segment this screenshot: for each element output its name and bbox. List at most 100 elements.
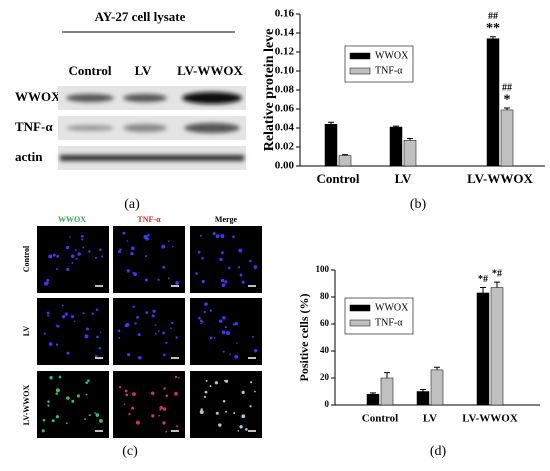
cell-dot: [46, 281, 49, 285]
significance-label: **: [486, 21, 500, 36]
legend-box: [344, 45, 414, 83]
cell-dot: [55, 343, 59, 346]
cell-dot: [229, 353, 232, 356]
cell-dot: [86, 327, 89, 331]
significance-label: ##: [502, 82, 512, 93]
blot-column: LV: [135, 63, 152, 78]
legend-label: TNF-α: [375, 317, 403, 328]
bar: [389, 126, 403, 167]
cell-dot: [75, 257, 78, 260]
legend-label: WWOX: [375, 302, 409, 313]
legend-swatch: [349, 67, 371, 75]
y-tick-label: 0.06: [275, 103, 295, 115]
cell-dot: [94, 256, 98, 259]
cell-dot: [154, 324, 157, 327]
cell-dot: [133, 272, 138, 276]
cell-dot: [205, 379, 208, 382]
cell-dot: [212, 232, 216, 236]
blot-row: WWOX: [15, 89, 61, 104]
cell-dot: [233, 411, 236, 415]
cell-dot: [66, 396, 70, 400]
cell-dot: [220, 251, 224, 255]
blot-row: TNF-α: [15, 119, 53, 134]
cell-dot: [225, 410, 228, 413]
micrograph: [37, 298, 109, 365]
panel-label: (d): [430, 444, 447, 459]
x-tick-label: LV: [395, 171, 412, 186]
cell-dot: [52, 253, 56, 257]
micro-column: Merge: [215, 215, 238, 224]
cell-dot: [138, 355, 142, 360]
error-bar: [434, 366, 440, 370]
cell-dot: [95, 308, 99, 312]
cell-dot: [42, 418, 46, 422]
cell-dot: [222, 399, 226, 403]
x-tick-label: Control: [362, 413, 398, 425]
error-bar: [504, 107, 510, 110]
cell-dot: [254, 390, 256, 393]
cell-dot: [162, 421, 166, 425]
cell-dot: [62, 315, 66, 319]
cell-dot: [145, 237, 149, 241]
significance-label: ##: [488, 11, 498, 22]
cell-dot: [124, 389, 128, 393]
bar: [430, 369, 444, 406]
cell-dot: [47, 314, 50, 317]
x-tick-label: LV: [423, 413, 437, 425]
cell-dot: [55, 388, 60, 393]
cell-dot: [159, 405, 164, 410]
y-tick-label: 80: [320, 291, 330, 301]
micrograph: [190, 298, 262, 365]
cell-dot: [56, 254, 60, 258]
micro-column: TNF-α: [137, 215, 161, 224]
cell-dot: [162, 407, 167, 411]
cell-dot: [118, 337, 121, 339]
cell-dot: [65, 422, 68, 425]
cell-dot: [147, 234, 150, 237]
cell-dot: [69, 236, 71, 238]
cell-dot: [157, 330, 160, 332]
cell-dot: [222, 316, 226, 320]
micrograph: [113, 226, 185, 293]
cell-dot: [238, 248, 243, 253]
cell-dot: [85, 381, 89, 385]
cell-dot: [125, 322, 130, 327]
cell-dot: [199, 410, 204, 415]
cell-dot: [70, 254, 75, 258]
cell-dot: [151, 414, 155, 418]
cell-dot: [117, 329, 121, 333]
bar: [324, 123, 338, 167]
significance-label: *#: [478, 274, 488, 285]
bar: [403, 140, 417, 167]
cell-dot: [200, 322, 203, 325]
cell-dot: [117, 250, 121, 254]
blot-column: Control: [68, 63, 111, 78]
cell-dot: [201, 321, 204, 323]
cell-dot: [76, 394, 80, 398]
cell-dot: [101, 255, 104, 258]
cell-dot: [55, 415, 59, 419]
cell-dot: [144, 255, 148, 258]
cell-dot: [88, 414, 91, 417]
y-axis-label: Relative protein leve: [262, 29, 277, 152]
cell-dot: [249, 259, 252, 263]
cell-dot: [224, 379, 226, 382]
cell-dot: [82, 246, 85, 249]
cell-dot: [236, 342, 238, 344]
micro-row: Control: [22, 245, 31, 272]
cell-dot: [122, 231, 126, 235]
cell-dot: [163, 387, 166, 390]
error-bar: [407, 137, 413, 141]
legend-label: WWOX: [375, 50, 409, 61]
cell-dot: [94, 354, 98, 358]
cell-dot: [204, 302, 208, 306]
bar: [338, 155, 352, 167]
blot-title: AY-27 cell lysate: [95, 9, 186, 24]
cell-dot: [171, 245, 174, 248]
cell-dot: [61, 304, 64, 307]
cell-dot: [131, 246, 135, 251]
cell-dot: [219, 257, 223, 262]
cell-dot: [241, 280, 245, 284]
y-tick-label: 40: [320, 345, 330, 355]
blot-row: actin: [15, 149, 43, 164]
